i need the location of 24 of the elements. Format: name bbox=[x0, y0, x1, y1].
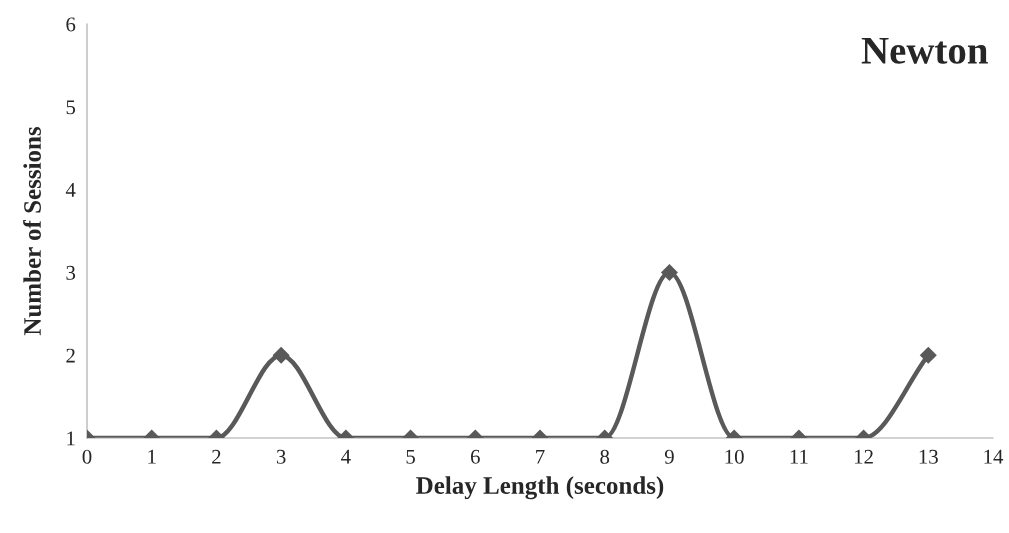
x-tick-label: 7 bbox=[536, 449, 545, 464]
x-tick-label: 13 bbox=[919, 449, 938, 464]
x-axis-title: Delay Length (seconds) bbox=[416, 476, 664, 500]
y-tick-label: 5 bbox=[66, 100, 76, 115]
y-tick-label: 3 bbox=[66, 265, 76, 280]
x-tick-label: 3 bbox=[276, 449, 286, 464]
y-tick-label: 2 bbox=[66, 348, 75, 363]
x-tick-label: 10 bbox=[725, 449, 744, 464]
chart-title: Newton bbox=[861, 37, 988, 64]
x-tick-label: 11 bbox=[790, 449, 808, 464]
x-tick-label: 6 bbox=[470, 449, 480, 464]
x-tick-label: 4 bbox=[341, 449, 351, 464]
x-tick-label: 8 bbox=[600, 449, 610, 464]
y-tick-label: 4 bbox=[65, 183, 76, 197]
x-tick-label: 14 bbox=[984, 449, 1004, 464]
x-tick-label: 1 bbox=[148, 449, 156, 464]
y-tick-label: 1 bbox=[67, 431, 75, 446]
y-axis-title: Number of Sessions bbox=[23, 126, 42, 336]
x-tick-label: 2 bbox=[212, 449, 221, 464]
x-tick-label: 5 bbox=[406, 449, 415, 464]
x-tick-label: 9 bbox=[664, 449, 674, 464]
x-tick-label: 12 bbox=[854, 449, 873, 464]
y-tick-label: 6 bbox=[66, 17, 76, 32]
x-tick-label: 0 bbox=[82, 449, 92, 464]
